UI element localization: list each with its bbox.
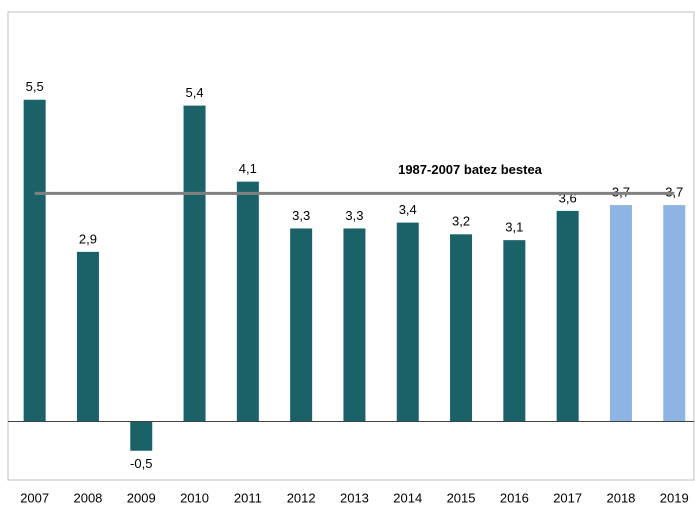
x-tick-label: 2010	[180, 490, 209, 505]
bar	[556, 210, 579, 422]
x-tick-label: 2016	[500, 490, 529, 505]
data-label: 5,4	[186, 85, 204, 100]
data-label: 5,5	[26, 79, 44, 94]
x-tick-label: 2013	[340, 490, 369, 505]
data-label: 3,3	[292, 208, 310, 223]
x-tick-label: 2009	[127, 490, 156, 505]
plot-frame	[7, 11, 695, 481]
x-tick-label: 2018	[606, 490, 635, 505]
reference-label: 1987-2007 batez bestea	[398, 162, 543, 177]
bar	[450, 234, 473, 422]
x-tick-label: 2011	[234, 490, 262, 505]
bar	[396, 222, 419, 422]
bar	[130, 421, 153, 451]
data-label: -0,5	[130, 456, 152, 471]
data-label: 3,2	[452, 214, 470, 229]
x-tick-label: 2012	[287, 490, 316, 505]
bar	[236, 181, 259, 422]
data-label: 4,1	[239, 161, 257, 176]
bar	[76, 251, 99, 422]
bar	[343, 228, 366, 422]
x-tick-label: 2019	[660, 490, 689, 505]
data-label: 3,1	[505, 220, 523, 235]
x-tick-label: 2008	[73, 490, 102, 505]
bar	[183, 105, 206, 422]
data-label: 3,3	[345, 208, 363, 223]
bar	[663, 205, 686, 422]
x-tick-label: 2017	[553, 490, 582, 505]
data-label: 3,4	[399, 202, 417, 217]
x-tick-label: 2014	[393, 490, 422, 505]
bar	[290, 228, 313, 422]
x-tick-label: 2015	[447, 490, 476, 505]
x-tick-label: 2007	[20, 490, 49, 505]
data-label: 2,9	[79, 231, 97, 246]
bar	[503, 240, 526, 422]
bar	[609, 205, 632, 422]
bar	[23, 99, 46, 422]
